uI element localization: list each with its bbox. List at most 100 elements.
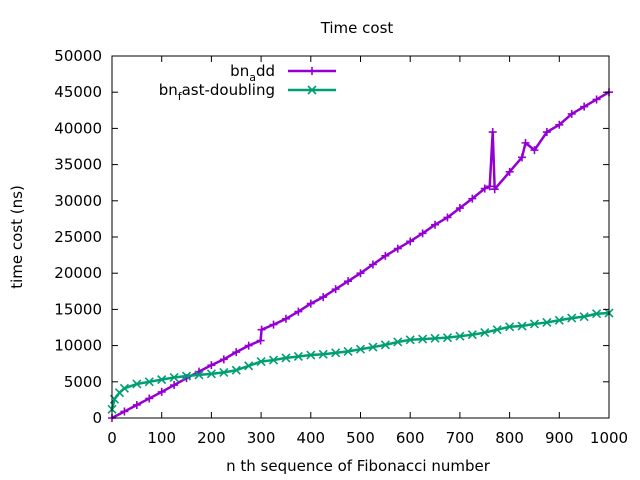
series-bn-fast-doubling bbox=[107, 308, 614, 414]
data-point-bn-add bbox=[306, 299, 315, 308]
data-point-bn-add bbox=[480, 184, 489, 193]
data-point-bn-fast-doubling bbox=[268, 355, 279, 365]
data-point-bn-add bbox=[232, 348, 241, 357]
data-point-bn-fast-doubling bbox=[393, 337, 403, 347]
data-point-bn-add bbox=[368, 260, 377, 269]
data-point-bn-add bbox=[356, 269, 365, 278]
data-point-bn-add bbox=[521, 138, 530, 147]
data-point-bn-fast-doubling bbox=[256, 356, 266, 367]
series-bn-add bbox=[108, 88, 613, 422]
x-tick-label: 800 bbox=[495, 429, 524, 447]
y-tick-label: 15000 bbox=[54, 300, 102, 318]
y-axis-title: time cost (ns) bbox=[8, 185, 26, 289]
data-point-bn-add bbox=[455, 204, 464, 213]
x-tick-label: 700 bbox=[446, 429, 475, 447]
data-point-bn-fast-doubling bbox=[119, 383, 129, 393]
data-point-bn-add bbox=[505, 167, 514, 176]
data-point-bn-fast-doubling bbox=[529, 319, 540, 329]
data-point-bn-add bbox=[120, 407, 129, 416]
data-point-bn-add bbox=[580, 102, 589, 111]
data-point-bn-fast-doubling bbox=[567, 313, 577, 323]
x-tick-label: 200 bbox=[197, 429, 226, 447]
data-point-bn-add bbox=[485, 182, 494, 191]
data-point-bn-fast-doubling bbox=[579, 312, 589, 322]
data-point-bn-fast-doubling bbox=[405, 335, 415, 345]
data-point-bn-add bbox=[157, 387, 166, 396]
data-point-bn-add bbox=[518, 153, 527, 162]
x-axis-title: n th sequence of Fibonacci number bbox=[226, 457, 491, 475]
data-point-bn-fast-doubling bbox=[430, 333, 440, 343]
data-point-bn-add bbox=[294, 307, 303, 316]
x-tick-label: 600 bbox=[396, 429, 425, 447]
y-tick-label: 25000 bbox=[54, 228, 102, 246]
data-point-bn-add bbox=[244, 341, 253, 350]
data-point-bn-add bbox=[132, 400, 141, 409]
legend-marker-bn-fast-doubling bbox=[307, 85, 317, 95]
data-point-bn-add bbox=[555, 120, 564, 129]
data-point-bn-add bbox=[490, 185, 499, 194]
data-point-bn-fast-doubling bbox=[380, 340, 390, 350]
data-point-bn-fast-doubling bbox=[157, 375, 167, 385]
legend-label-bn-add: bnadd bbox=[230, 62, 275, 84]
data-point-bn-fast-doubling bbox=[132, 379, 142, 389]
data-point-bn-add bbox=[468, 194, 477, 203]
data-point-bn-fast-doubling bbox=[368, 342, 378, 352]
y-tick-label: 45000 bbox=[54, 83, 102, 101]
data-point-bn-fast-doubling bbox=[169, 372, 179, 383]
data-point-bn-fast-doubling bbox=[542, 317, 552, 327]
data-point-bn-fast-doubling bbox=[306, 350, 316, 360]
y-tick-label: 0 bbox=[92, 409, 102, 427]
data-point-bn-add bbox=[344, 277, 353, 286]
y-tick-label: 50000 bbox=[54, 47, 102, 65]
data-point-bn-fast-doubling bbox=[331, 348, 341, 358]
data-point-bn-fast-doubling bbox=[206, 369, 216, 379]
legend-marker-bn-add bbox=[308, 67, 316, 75]
data-point-bn-add bbox=[219, 355, 228, 364]
x-tick-label: 100 bbox=[147, 429, 176, 447]
data-point-bn-fast-doubling bbox=[455, 331, 465, 341]
data-point-bn-fast-doubling bbox=[467, 330, 477, 340]
data-point-bn-fast-doubling bbox=[492, 325, 502, 335]
data-point-bn-add bbox=[488, 128, 497, 137]
data-point-bn-add bbox=[207, 361, 216, 370]
data-point-bn-fast-doubling bbox=[517, 321, 527, 331]
y-tick-label: 10000 bbox=[54, 337, 102, 355]
data-point-bn-fast-doubling bbox=[231, 365, 241, 375]
data-point-bn-add bbox=[530, 146, 539, 155]
data-point-bn-fast-doubling bbox=[505, 322, 515, 332]
legend-label-bn-fast-doubling: bnfast-doubling bbox=[159, 81, 275, 103]
x-tick-label: 400 bbox=[296, 429, 325, 447]
data-point-bn-add bbox=[331, 285, 340, 294]
data-point-bn-fast-doubling bbox=[343, 346, 353, 356]
data-point-bn-add bbox=[269, 320, 278, 329]
data-point-bn-fast-doubling bbox=[194, 370, 204, 380]
data-point-bn-fast-doubling bbox=[592, 309, 602, 319]
x-tick-label: 300 bbox=[247, 429, 276, 447]
data-point-bn-add bbox=[592, 95, 601, 104]
data-point-bn-add bbox=[406, 237, 415, 246]
data-point-bn-add bbox=[281, 314, 290, 323]
data-point-bn-fast-doubling bbox=[293, 351, 303, 362]
data-point-bn-add bbox=[393, 244, 402, 253]
data-point-bn-add bbox=[170, 381, 179, 390]
data-point-bn-add bbox=[319, 293, 328, 302]
x-tick-label: 0 bbox=[107, 429, 117, 447]
plot-area bbox=[107, 88, 614, 422]
data-point-bn-fast-doubling bbox=[244, 361, 254, 371]
data-point-bn-fast-doubling bbox=[181, 371, 192, 381]
y-tick-label: 30000 bbox=[54, 192, 102, 210]
data-point-bn-add bbox=[145, 394, 154, 403]
x-tick-label: 900 bbox=[545, 429, 574, 447]
data-point-bn-fast-doubling bbox=[318, 349, 328, 359]
x-tick-label: 500 bbox=[346, 429, 375, 447]
data-point-bn-add bbox=[443, 213, 452, 222]
data-point-bn-fast-doubling bbox=[219, 367, 229, 377]
data-point-bn-add bbox=[256, 336, 265, 345]
axes: 0 100 200 300 400 500 600 700 800 900 100005000100… bbox=[54, 47, 628, 447]
data-point-bn-fast-doubling bbox=[480, 328, 490, 338]
data-point-bn-fast-doubling bbox=[554, 315, 564, 325]
data-point-bn-fast-doubling bbox=[355, 344, 366, 354]
